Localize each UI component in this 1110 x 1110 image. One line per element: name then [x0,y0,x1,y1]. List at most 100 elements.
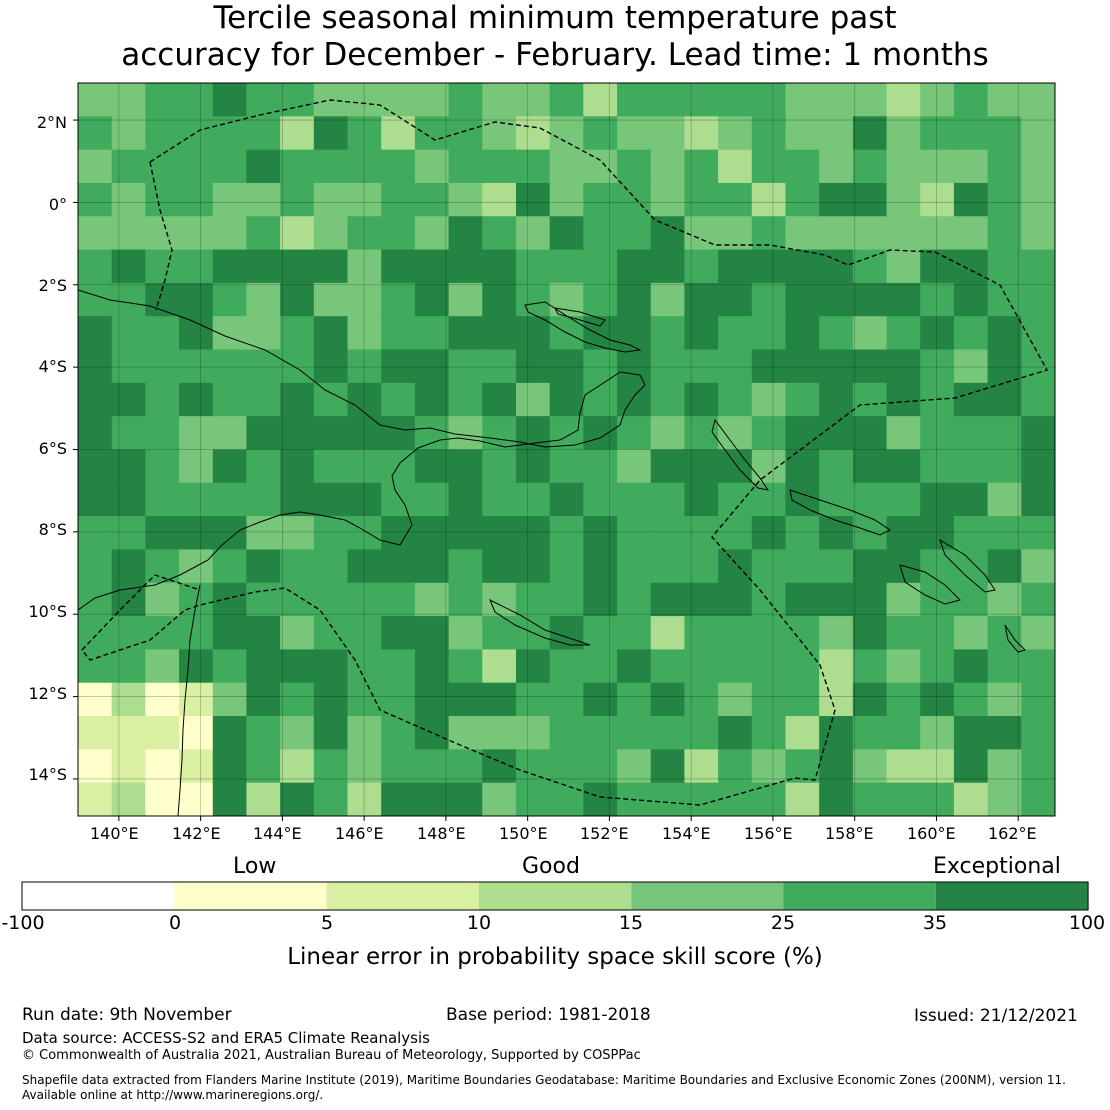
grid-cell [515,582,551,617]
grid-cell [617,649,652,684]
grid-cell [987,149,1022,184]
grid-cell [448,349,483,384]
grid-cell [111,216,146,251]
grid-cell [920,516,955,551]
grid-cell [515,549,551,584]
colorbar-segment [326,882,479,910]
png-eez-west-boundary [149,161,173,311]
grid-cell [347,316,382,351]
grid-cell [819,316,854,351]
grid-cell [246,482,281,517]
grid-cell [549,382,584,417]
grid-cell [583,549,618,584]
grid-cell [347,482,382,517]
grid-cell [313,216,349,251]
grid-cell [583,282,618,317]
grid-cell [515,182,551,217]
grid-cell [953,482,989,517]
grid-cell [145,482,180,517]
grid-cell [650,549,686,584]
grid-cell [684,449,719,484]
grid-cell [448,716,483,750]
grid-cell [515,482,551,517]
grid-cell [953,682,989,717]
grid-cell [684,316,719,351]
grid-cell [482,382,517,417]
grid-cell [650,316,686,351]
grid-cell [650,116,686,151]
lat-label-8s: 8°S [38,520,67,539]
grid-cell [785,716,820,750]
grid-cell [1021,649,1055,684]
grid-cell [886,716,921,750]
grid-cell [920,149,955,184]
grid-cell [280,749,315,784]
grid-cell [78,216,113,251]
grid-cell [617,116,652,151]
grid-cell [650,749,686,784]
grid-cell [313,682,349,717]
grid-cell [246,216,281,251]
grid-cell [987,182,1022,217]
grid-cell [515,216,551,251]
grid-cell [886,83,921,117]
grid-cell [617,182,652,217]
grid-cell [886,349,921,384]
grid-cell [145,749,180,784]
grid-cell [718,582,753,617]
lat-label-6s: 6°S [38,439,67,458]
grid-cell [280,516,315,551]
grid-cell [280,549,315,584]
bougainville-coastline [711,418,770,491]
grid-cell [313,616,349,651]
grid-cell [886,416,921,451]
grid-cell [987,216,1022,251]
grid-cell [381,382,416,417]
grid-cell [246,149,281,184]
grid-cell [751,582,787,617]
grid-cell [515,516,551,551]
grid-cell [212,282,248,317]
legend-category-exceptional: Exceptional [933,854,1061,879]
grid-cell [953,249,989,284]
grid-cell [280,449,315,484]
grid-cell [650,282,686,317]
grid-cell [718,482,753,517]
grid-cell [583,182,618,217]
grid-cell [785,316,820,351]
grid-cell [987,349,1022,384]
grid-cell [785,149,820,184]
grid-cell [987,116,1022,151]
grid-cell [313,416,349,451]
grid-cell [1021,182,1055,217]
grid-cell [583,649,618,684]
grid-cell [111,382,146,417]
grid-cell [583,449,618,484]
grid-cell [414,116,450,151]
grid-cell [179,282,214,317]
grid-cell [145,249,180,284]
lon-label-142e: 142°E [172,824,221,843]
grid-cell [819,482,854,517]
grid-cell [212,482,248,517]
grid-cell [819,649,854,684]
lon-label-162e: 162°E [988,824,1037,843]
vanuatu-coastline [1004,624,1026,653]
grid-cell [179,482,214,517]
grid-cell [650,216,686,251]
grid-cell [650,249,686,284]
grid-cell [1021,382,1055,417]
grid-cell [718,782,753,816]
grid-cell [179,349,214,384]
grid-cell [381,549,416,584]
legend-title: Linear error in probability space skill … [287,944,823,970]
grid-cell [179,382,214,417]
grid-cell [179,449,214,484]
grid-cell [78,716,113,750]
grid-cell [852,216,888,251]
grid-cell [212,682,248,717]
grid-cell [617,416,652,451]
grid-cell [684,382,719,417]
grid-cell [145,416,180,451]
grid-cell [886,749,921,784]
